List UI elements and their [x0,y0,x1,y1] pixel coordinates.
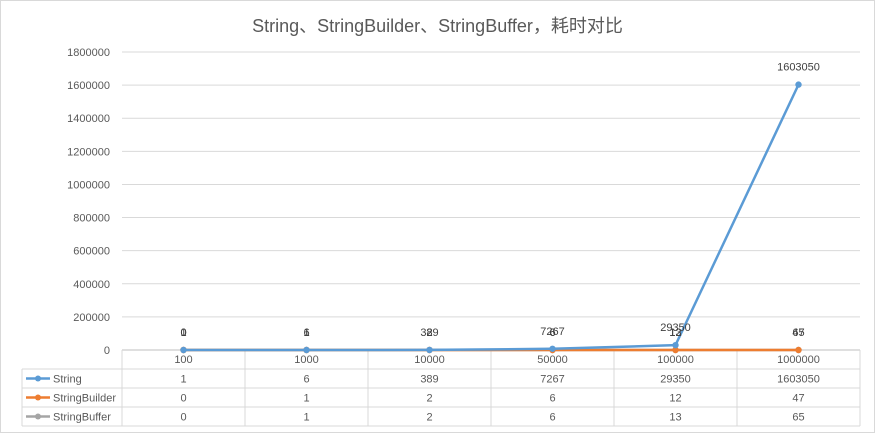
data-label-StringBuffer-0: 0 [180,327,186,339]
data-point-StringBuilder-5 [795,346,802,354]
data-point-StringBuilder-4 [672,346,679,354]
y-tick-label-1400000: 1400000 [67,113,110,125]
table-cell-StringBuilder-4: 12 [669,393,681,405]
y-tick-label-1000000: 1000000 [67,179,110,191]
data-label-StringBuffer-2: 2 [426,327,432,339]
data-label-StringBuilder-1: 1 [303,327,309,339]
x-tick-label-100: 100 [174,354,192,366]
data-point-String-5 [795,81,802,88]
legend-label-StringBuffer: StringBuffer [53,412,111,424]
data-label-String-4: 29350 [660,322,691,334]
data-label-StringBuffer-5: 65 [792,327,804,339]
table-cell-String-4: 29350 [660,374,691,386]
chart-title: String、StringBuilder、StringBuffer，耗时对比 [252,16,623,36]
data-point-String-0 [180,346,187,354]
y-tick-label-800000: 800000 [73,213,110,225]
table-cell-StringBuilder-1: 1 [303,393,309,405]
data-point-String-2 [426,346,433,354]
table-cell-String-2: 389 [420,374,438,386]
data-label-String-3: 7267 [540,326,564,338]
data-label-StringBuilder-2: 2 [426,327,432,339]
table-cell-StringBuilder-0: 0 [180,393,186,405]
x-tick-label-100000: 100000 [657,354,694,366]
y-tick-label-600000: 600000 [73,246,110,258]
legend-key-marker-StringBuilder [35,394,41,401]
table-cell-String-3: 7267 [540,374,564,386]
data-label-String-0: 1 [180,327,186,339]
y-tick-label-400000: 400000 [73,279,110,291]
data-point-String-4 [672,341,679,349]
data-label-StringBuilder-0: 0 [180,327,186,339]
data-point-String-3 [549,345,556,352]
table-cell-StringBuffer-5: 65 [792,412,804,424]
x-tick-label-50000: 50000 [537,354,568,366]
table-cell-StringBuffer-2: 2 [426,412,432,424]
y-tick-label-1600000: 1600000 [67,80,110,92]
data-label-StringBuilder-5: 47 [792,327,804,339]
table-cell-String-0: 1 [180,374,186,386]
x-tick-label-10000: 10000 [414,354,445,366]
y-tick-label-200000: 200000 [73,312,110,324]
x-tick-label-1000000: 1000000 [777,354,820,366]
data-label-StringBuffer-3: 6 [549,327,555,339]
table-cell-StringBuffer-1: 1 [303,412,309,424]
series-line-String [182,83,800,352]
x-tick-label-1000: 1000 [294,354,318,366]
data-label-String-1: 6 [303,327,309,339]
data-point-String-1 [303,346,310,354]
table-cell-StringBuilder-5: 47 [792,393,804,405]
table-cell-StringBuffer-4: 13 [669,412,681,424]
table-cell-StringBuilder-3: 6 [549,393,555,405]
data-label-String-2: 389 [420,327,438,339]
y-tick-label-1800000: 1800000 [67,47,110,59]
legend-label-String: String [53,374,82,386]
data-label-StringBuilder-4: 12 [669,327,681,339]
data-label-StringBuffer-1: 1 [303,327,309,339]
table-cell-StringBuilder-2: 2 [426,393,432,405]
table-cell-StringBuffer-0: 0 [180,412,186,424]
y-tick-label-1200000: 1200000 [67,146,110,158]
legend-label-StringBuilder: StringBuilder [53,393,116,405]
table-cell-StringBuffer-3: 6 [549,412,555,424]
legend-key-marker-String [35,375,41,382]
data-label-StringBuilder-3: 6 [549,327,555,339]
legend-key-marker-StringBuffer [35,413,41,420]
data-label-String-5: 1603050 [777,62,820,74]
y-tick-label-0: 0 [104,345,110,357]
table-cell-String-1: 6 [303,374,309,386]
table-cell-String-5: 1603050 [777,374,820,386]
data-label-StringBuffer-4: 13 [669,327,681,339]
